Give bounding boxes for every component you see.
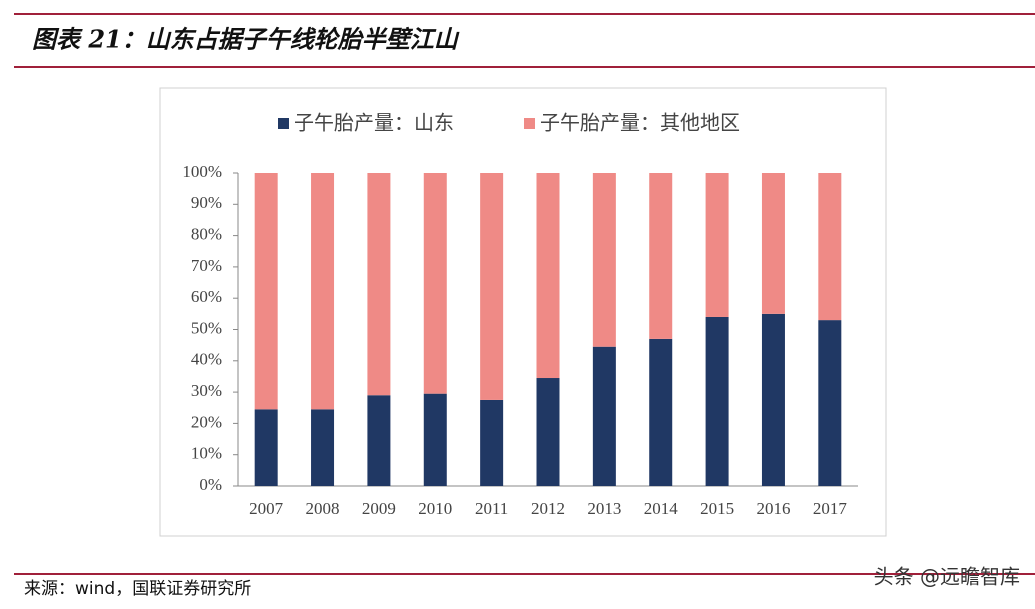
x-tick-label: 2010 <box>418 499 452 518</box>
legend-swatch <box>278 118 289 129</box>
bar-segment <box>818 173 842 321</box>
bar-segment <box>761 313 785 486</box>
x-tick-label: 2017 <box>813 499 848 518</box>
bar-segment <box>592 173 616 347</box>
x-tick-label: 2012 <box>531 499 565 518</box>
bar-segment <box>592 346 616 486</box>
bar-segment <box>536 378 560 486</box>
x-tick-label: 2014 <box>644 499 679 518</box>
bar-segment <box>311 409 335 486</box>
x-tick-label: 2009 <box>362 499 396 518</box>
bar-segment <box>818 320 842 486</box>
bar-segment <box>480 173 504 400</box>
title: 图表 21：山东占据子午线轮胎半壁江山 <box>32 25 460 54</box>
bar-segment <box>705 316 729 486</box>
y-tick-label: 70% <box>191 256 222 275</box>
y-tick-label: 10% <box>191 444 222 463</box>
y-tick-label: 90% <box>191 193 222 212</box>
x-tick-label: 2013 <box>587 499 621 518</box>
bar-segment <box>649 338 673 486</box>
bar-segment <box>536 173 560 379</box>
x-tick-label: 2008 <box>306 499 340 518</box>
bar-segment <box>367 395 391 486</box>
legend-label: 子午胎产量：其他地区 <box>540 111 740 135</box>
legend-label: 子午胎产量：山东 <box>294 111 454 135</box>
bar-segment <box>254 409 278 486</box>
y-tick-label: 50% <box>191 318 222 337</box>
x-tick-label: 2015 <box>700 499 734 518</box>
bar-segment <box>761 173 785 314</box>
legend-swatch <box>524 118 535 129</box>
y-tick-label: 0% <box>199 475 222 494</box>
x-tick-label: 2007 <box>249 499 284 518</box>
watermark: 头条 @远瞻智库 <box>874 565 1020 589</box>
x-tick-label: 2016 <box>756 499 790 518</box>
y-tick-label: 100% <box>182 162 222 181</box>
y-tick-label: 30% <box>191 381 222 400</box>
bar-segment <box>254 173 278 410</box>
bar-segment <box>423 173 447 394</box>
bar-segment <box>480 399 504 486</box>
bar-segment <box>367 173 391 396</box>
bar-segment <box>705 173 729 317</box>
y-tick-label: 40% <box>191 350 222 369</box>
bar-segment <box>423 393 447 486</box>
source: 来源：wind，国联证券研究所 <box>24 579 251 599</box>
y-tick-label: 20% <box>191 412 222 431</box>
bar-segment <box>311 173 335 410</box>
bar-segment <box>649 173 673 339</box>
x-tick-label: 2011 <box>475 499 508 518</box>
y-tick-label: 60% <box>191 287 222 306</box>
y-tick-label: 80% <box>191 225 222 244</box>
